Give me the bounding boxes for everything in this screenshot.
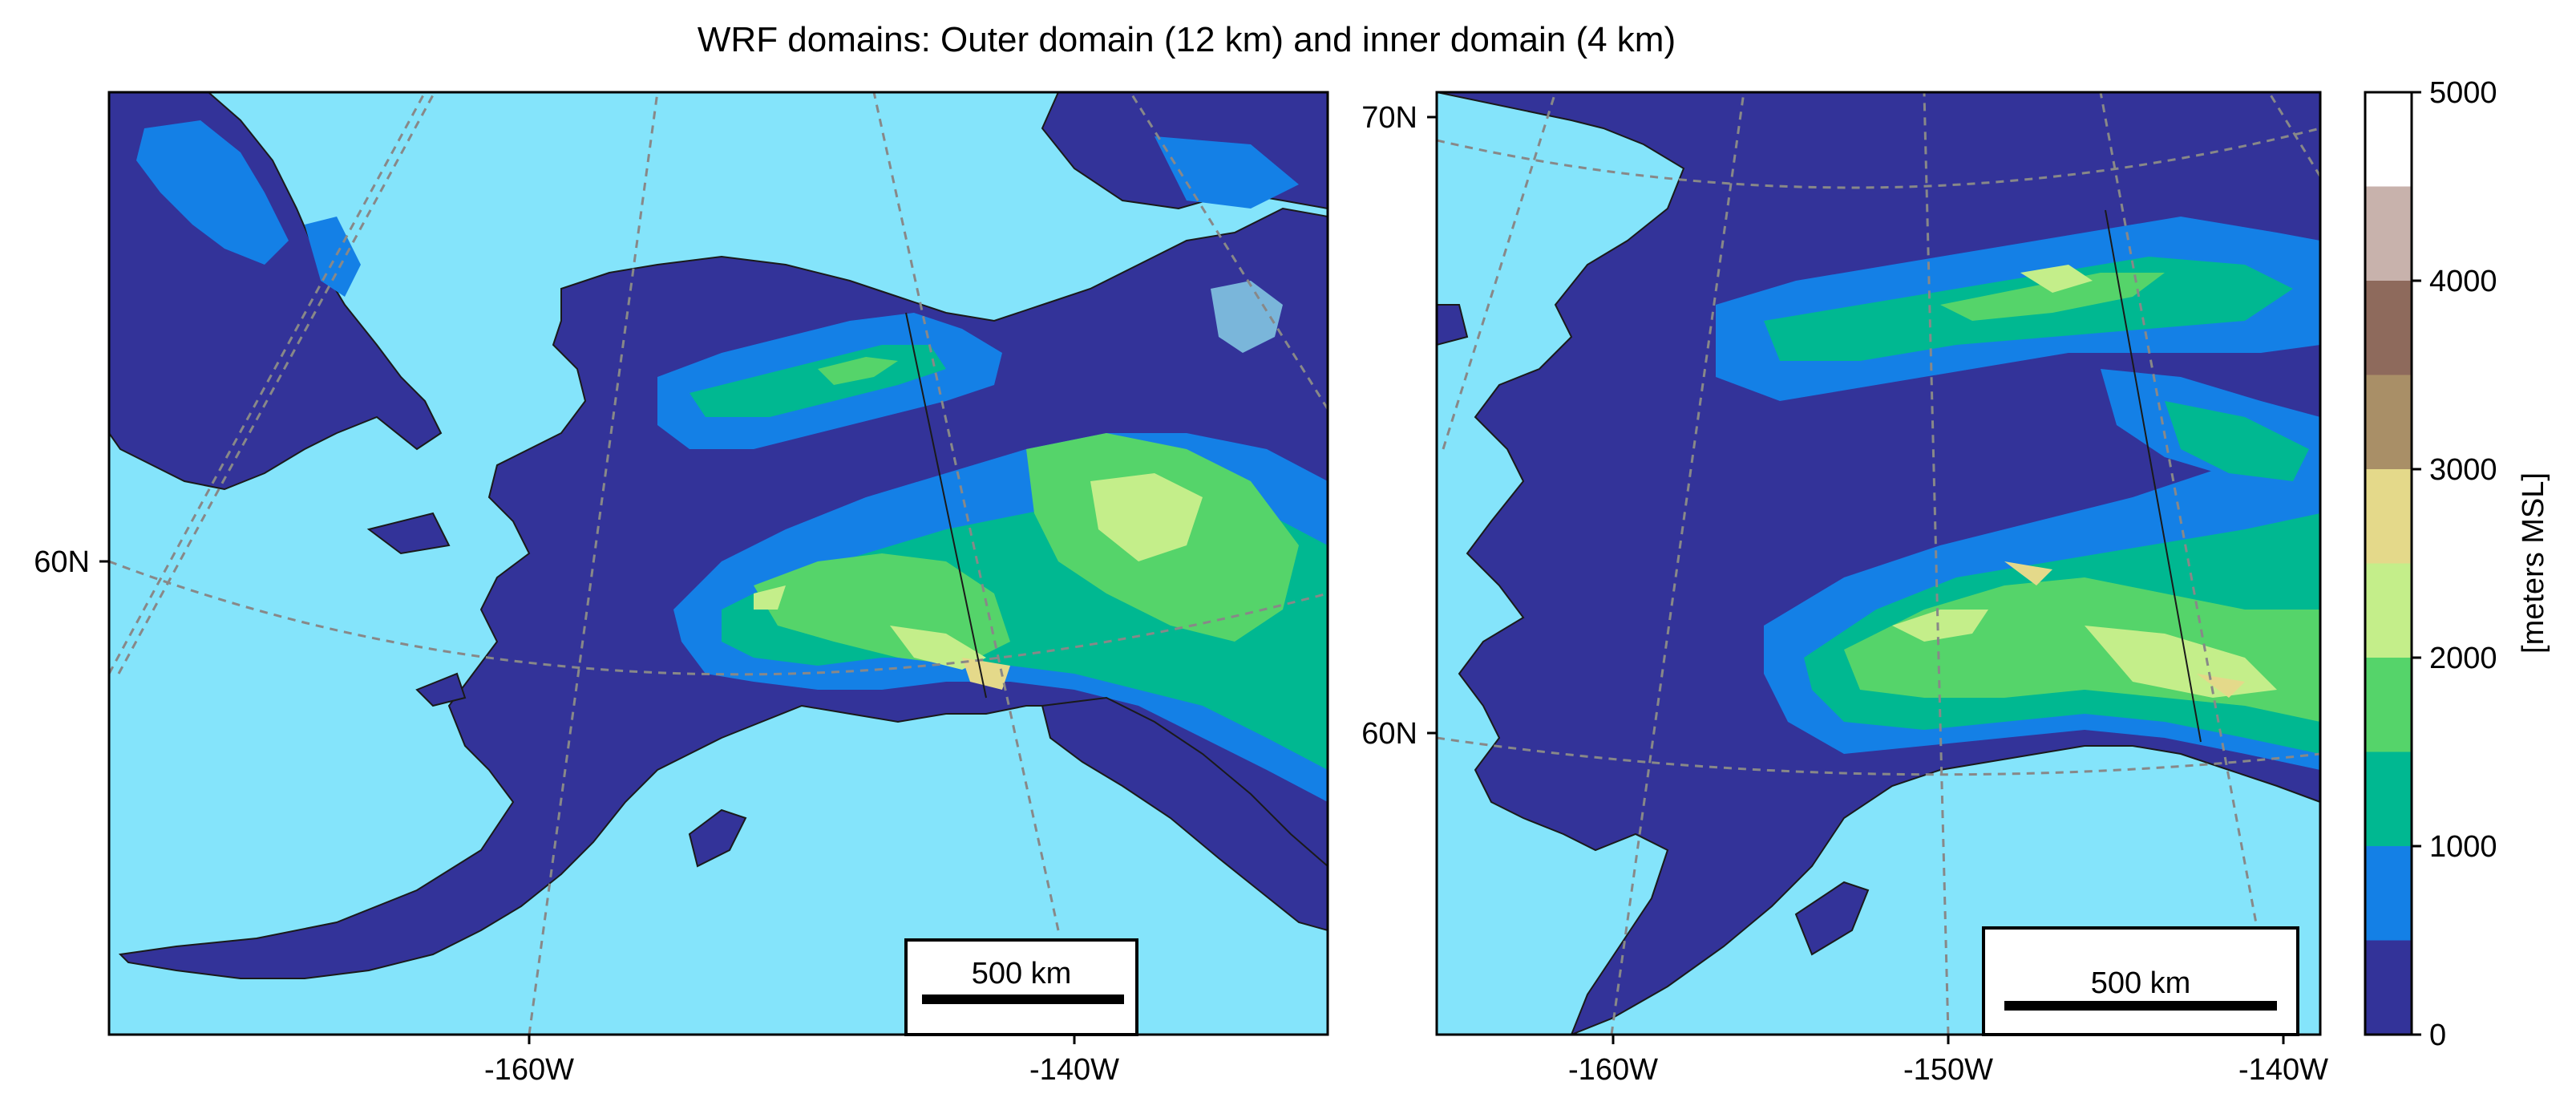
inner-brooks-range-summits xyxy=(2020,265,2093,293)
inner-lat-label-70n: 70N xyxy=(1361,101,1417,135)
colorbar: 0 1000 2000 3000 4000 5000 [meters MSL] xyxy=(2364,76,2550,1052)
colorbar-bin xyxy=(2365,940,2412,1035)
colorbar-frame xyxy=(2364,91,2413,1036)
outer-lat-label-60n: 60N xyxy=(34,545,90,579)
inner-graticule xyxy=(1437,92,2320,1035)
denali-peaks xyxy=(754,585,986,670)
inner-yukon-upland-mid xyxy=(2165,401,2309,481)
outer-scalebar: 500 km xyxy=(904,938,1138,1036)
colorbar-tick-label: 5000 xyxy=(2429,76,2497,110)
southeast-panhandle xyxy=(1041,696,1328,932)
outer-canada-border xyxy=(905,312,987,699)
chukotka-highland xyxy=(136,120,289,265)
inner-lon-label-160w: -160W xyxy=(1568,1053,1658,1087)
outer-lon-label-140w: -140W xyxy=(1029,1053,1119,1087)
inner-lon-label-150w: -150W xyxy=(1903,1053,1993,1087)
st-elias-peaks xyxy=(962,658,1010,690)
colorbar-bin xyxy=(2365,186,2412,281)
siberia-highland xyxy=(1155,136,1299,209)
colorbar-bin xyxy=(2365,469,2412,564)
colorbar-bin xyxy=(2365,563,2412,658)
colorbar-bin xyxy=(2365,281,2412,375)
colorbar-bin xyxy=(2365,92,2412,187)
inner-brooks-range-peaks xyxy=(1940,273,2165,321)
inner-scalebar: 500 km xyxy=(1982,926,2299,1036)
outer-lon-label-160w: -160W xyxy=(484,1053,574,1087)
yukon-upland-peaks xyxy=(1090,473,1203,561)
outer-domain-panel: 500 km 60N -160W -140W xyxy=(34,91,1329,1087)
sea-ice-patch xyxy=(1211,281,1283,353)
inner-frame xyxy=(1435,91,2322,1036)
colorbar-bin xyxy=(2365,751,2412,846)
outer-frame xyxy=(107,91,1329,1036)
nunivak-island xyxy=(415,672,467,707)
inner-lat-label-60n: 60N xyxy=(1361,717,1417,751)
st-lawrence-island xyxy=(366,512,451,555)
colorbar-bins xyxy=(2365,92,2412,1035)
colorbar-label: [meters MSL] xyxy=(2517,472,2550,654)
inner-scalebar-label: 500 km xyxy=(2091,966,2191,1000)
kodiak-island xyxy=(688,808,747,868)
figure-title: WRF domains: Outer domain (12 km) and in… xyxy=(698,20,1676,59)
colorbar-ticks: 0 1000 2000 3000 4000 5000 xyxy=(2412,76,2497,1052)
outer-scalebar-label: 500 km xyxy=(972,957,1072,990)
inner-alaska-range-summits xyxy=(1892,610,2277,698)
inner-lon-label-140w: -140W xyxy=(2238,1053,2328,1087)
inner-domain-panel: 500 km 70N 60N -160W -150W -140W xyxy=(1361,91,2328,1087)
colorbar-tick-label: 0 xyxy=(2429,1019,2446,1052)
inner-canada-border xyxy=(2105,209,2202,743)
colorbar-bin xyxy=(2365,846,2412,941)
colorbar-tick-label: 1000 xyxy=(2429,830,2497,864)
colorbar-bin xyxy=(2365,658,2412,752)
outer-graticule xyxy=(109,92,1328,1035)
colorbar-bin xyxy=(2365,375,2412,469)
inner-kodiak-island xyxy=(1794,881,1870,956)
colorbar-tick-label: 2000 xyxy=(2429,642,2497,675)
brooks-range-peaks xyxy=(818,357,898,385)
colorbar-tick-label: 4000 xyxy=(2429,265,2497,298)
inner-high-peaks xyxy=(2004,561,2245,698)
colorbar-tick-label: 3000 xyxy=(2429,453,2497,487)
inner-northwest-island xyxy=(1437,304,1469,346)
